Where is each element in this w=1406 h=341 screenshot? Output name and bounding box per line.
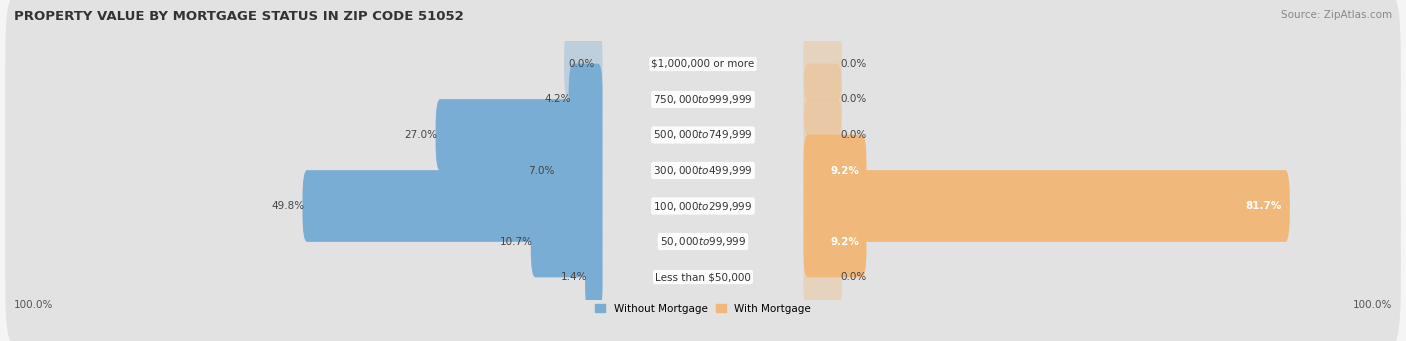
FancyBboxPatch shape bbox=[6, 210, 1400, 341]
Text: $100,000 to $299,999: $100,000 to $299,999 bbox=[654, 199, 752, 212]
Text: 9.2%: 9.2% bbox=[830, 165, 859, 176]
Text: 0.0%: 0.0% bbox=[841, 130, 866, 140]
FancyBboxPatch shape bbox=[302, 170, 603, 242]
Text: $50,000 to $99,999: $50,000 to $99,999 bbox=[659, 235, 747, 248]
FancyBboxPatch shape bbox=[803, 170, 1289, 242]
Text: 100.0%: 100.0% bbox=[1353, 300, 1392, 310]
FancyBboxPatch shape bbox=[436, 99, 603, 171]
Text: $500,000 to $749,999: $500,000 to $749,999 bbox=[654, 129, 752, 142]
Text: 10.7%: 10.7% bbox=[499, 237, 533, 247]
Text: Less than $50,000: Less than $50,000 bbox=[655, 272, 751, 282]
Text: 0.0%: 0.0% bbox=[841, 94, 866, 104]
FancyBboxPatch shape bbox=[803, 135, 866, 206]
Text: 0.0%: 0.0% bbox=[841, 59, 866, 69]
FancyBboxPatch shape bbox=[564, 28, 603, 100]
FancyBboxPatch shape bbox=[6, 68, 1400, 203]
Text: 7.0%: 7.0% bbox=[527, 165, 554, 176]
FancyBboxPatch shape bbox=[803, 28, 842, 100]
Text: 49.8%: 49.8% bbox=[271, 201, 304, 211]
Text: Source: ZipAtlas.com: Source: ZipAtlas.com bbox=[1281, 10, 1392, 20]
Text: 100.0%: 100.0% bbox=[14, 300, 53, 310]
Legend: Without Mortgage, With Mortgage: Without Mortgage, With Mortgage bbox=[593, 301, 813, 316]
FancyBboxPatch shape bbox=[803, 206, 866, 277]
FancyBboxPatch shape bbox=[531, 206, 603, 277]
Text: PROPERTY VALUE BY MORTGAGE STATUS IN ZIP CODE 51052: PROPERTY VALUE BY MORTGAGE STATUS IN ZIP… bbox=[14, 10, 464, 23]
FancyBboxPatch shape bbox=[803, 64, 842, 135]
FancyBboxPatch shape bbox=[585, 241, 603, 313]
Text: 0.0%: 0.0% bbox=[841, 272, 866, 282]
FancyBboxPatch shape bbox=[803, 241, 842, 313]
Text: 0.0%: 0.0% bbox=[569, 59, 595, 69]
FancyBboxPatch shape bbox=[6, 0, 1400, 131]
FancyBboxPatch shape bbox=[568, 64, 603, 135]
FancyBboxPatch shape bbox=[6, 174, 1400, 309]
Text: 81.7%: 81.7% bbox=[1246, 201, 1282, 211]
FancyBboxPatch shape bbox=[553, 135, 603, 206]
Text: $750,000 to $999,999: $750,000 to $999,999 bbox=[654, 93, 752, 106]
FancyBboxPatch shape bbox=[6, 103, 1400, 238]
Text: 27.0%: 27.0% bbox=[405, 130, 437, 140]
Text: $1,000,000 or more: $1,000,000 or more bbox=[651, 59, 755, 69]
Text: $300,000 to $499,999: $300,000 to $499,999 bbox=[654, 164, 752, 177]
Text: 9.2%: 9.2% bbox=[830, 237, 859, 247]
FancyBboxPatch shape bbox=[6, 32, 1400, 167]
Text: 4.2%: 4.2% bbox=[544, 94, 571, 104]
FancyBboxPatch shape bbox=[803, 99, 842, 171]
Text: 1.4%: 1.4% bbox=[561, 272, 586, 282]
FancyBboxPatch shape bbox=[6, 138, 1400, 273]
